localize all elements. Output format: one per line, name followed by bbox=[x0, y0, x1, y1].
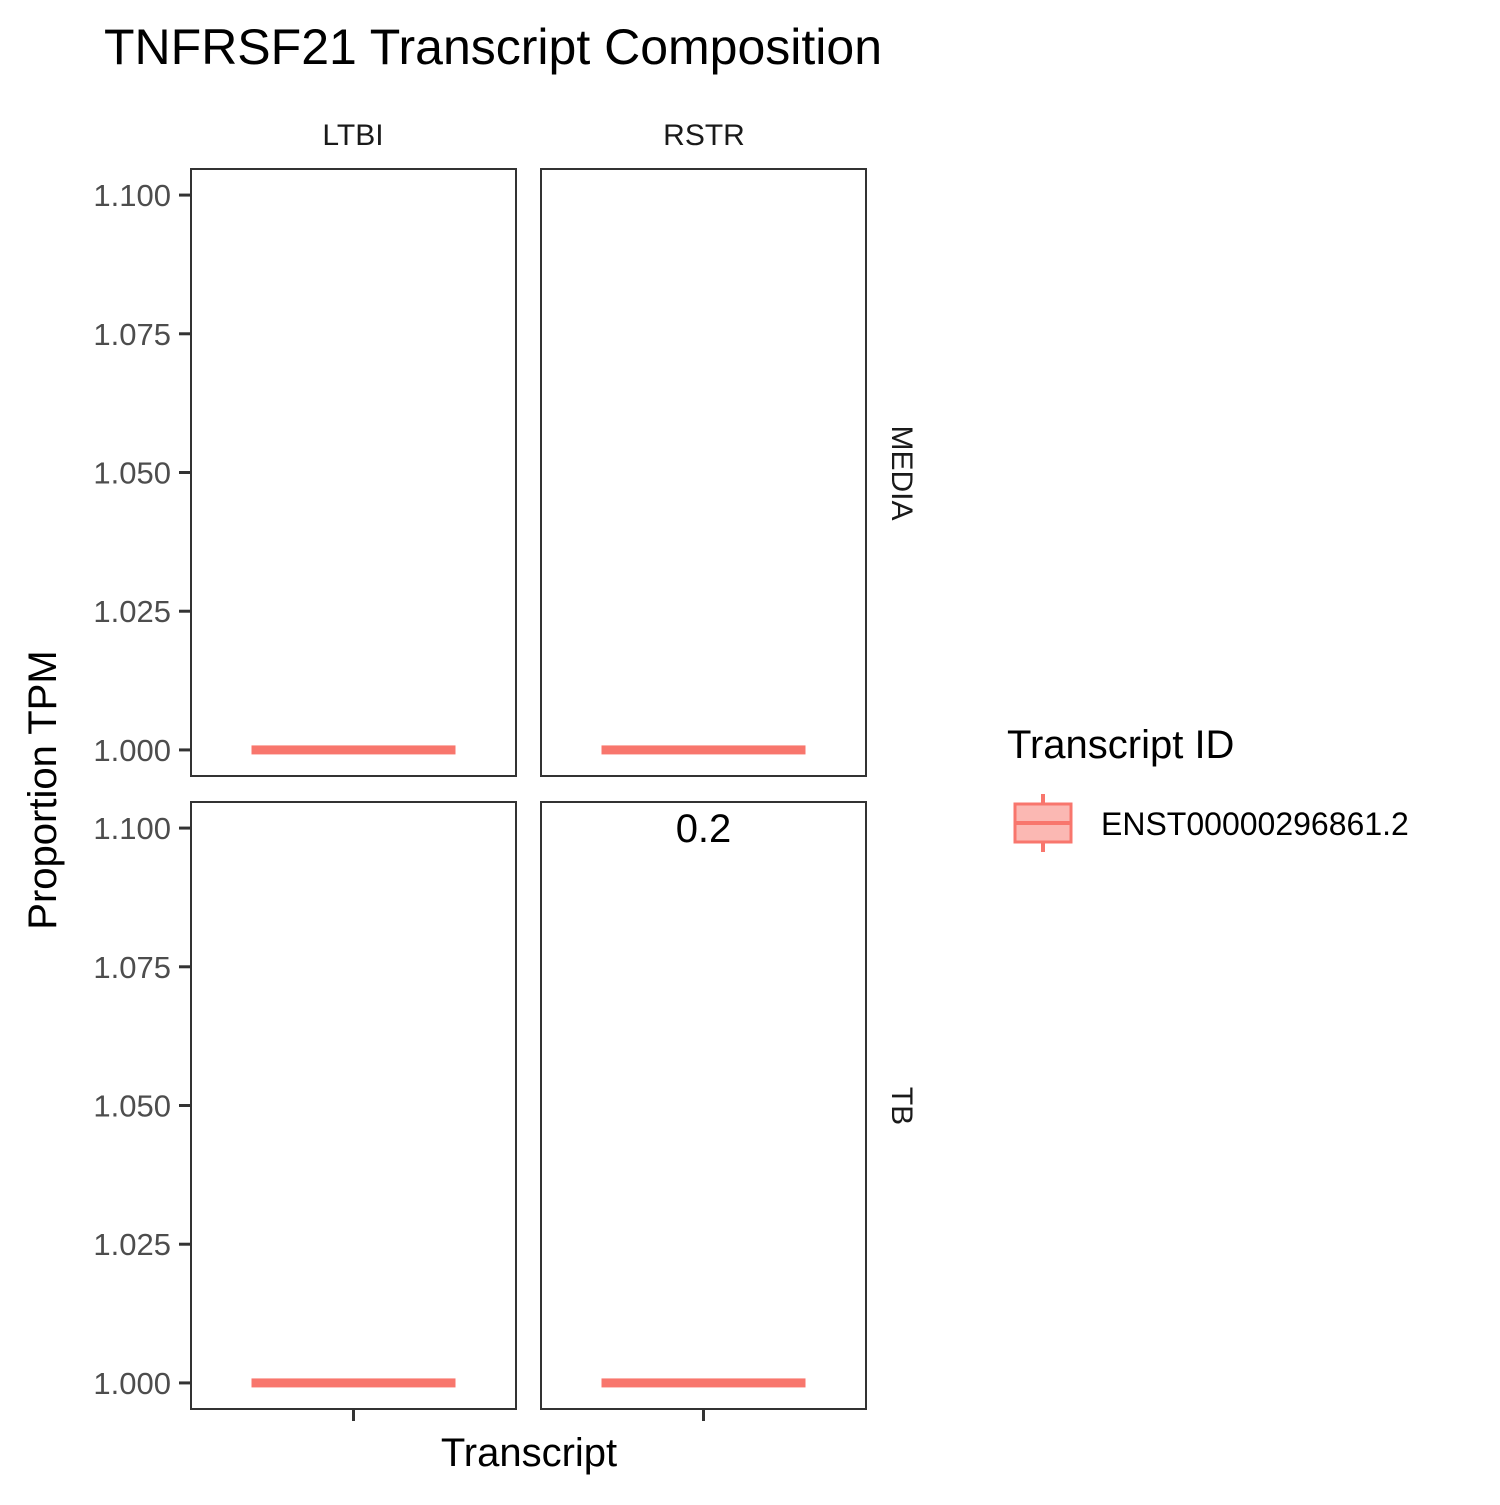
chart-title: TNFRSF21 Transcript Composition bbox=[104, 19, 882, 75]
legend-key bbox=[1013, 794, 1073, 852]
panel-annotation-rstr-tb: 0.2 bbox=[676, 807, 732, 851]
facet-row-label-tb: TB bbox=[885, 1087, 918, 1125]
x-axis-label: Transcript bbox=[441, 1431, 617, 1475]
y-tick-label-tb-1: 1.025 bbox=[93, 1227, 171, 1262]
y-tick-label-media-0: 1.000 bbox=[93, 733, 171, 768]
y-tick-label-media-3: 1.075 bbox=[93, 317, 171, 352]
facet-column-label-ltbi: LTBI bbox=[322, 119, 383, 152]
panels-layer: 1.000 1.025 1.050 1.075 1.100 1.000 1.025 1.050… bbox=[93, 168, 867, 1421]
y-tick-label-tb-4: 1.100 bbox=[93, 811, 171, 846]
y-tick-label-tb-3: 1.075 bbox=[93, 950, 171, 985]
y-tick-label-tb-2: 1.050 bbox=[93, 1089, 171, 1124]
legend-entry-label: ENST00000296861.2 bbox=[1101, 806, 1409, 842]
panel-frame-rstr-media bbox=[540, 168, 867, 777]
y-tick-label-media-2: 1.050 bbox=[93, 456, 171, 491]
facet-column-label-rstr: RSTR bbox=[663, 119, 745, 152]
facet-row-label-media: MEDIA bbox=[885, 425, 918, 520]
y-tick-label-tb-0: 1.000 bbox=[93, 1366, 171, 1401]
legend-title: Transcript ID bbox=[1007, 723, 1234, 767]
y-tick-label-media-4: 1.100 bbox=[93, 178, 171, 213]
y-tick-label-media-1: 1.025 bbox=[93, 594, 171, 629]
y-axis-label: Proportion TPM bbox=[21, 650, 65, 929]
